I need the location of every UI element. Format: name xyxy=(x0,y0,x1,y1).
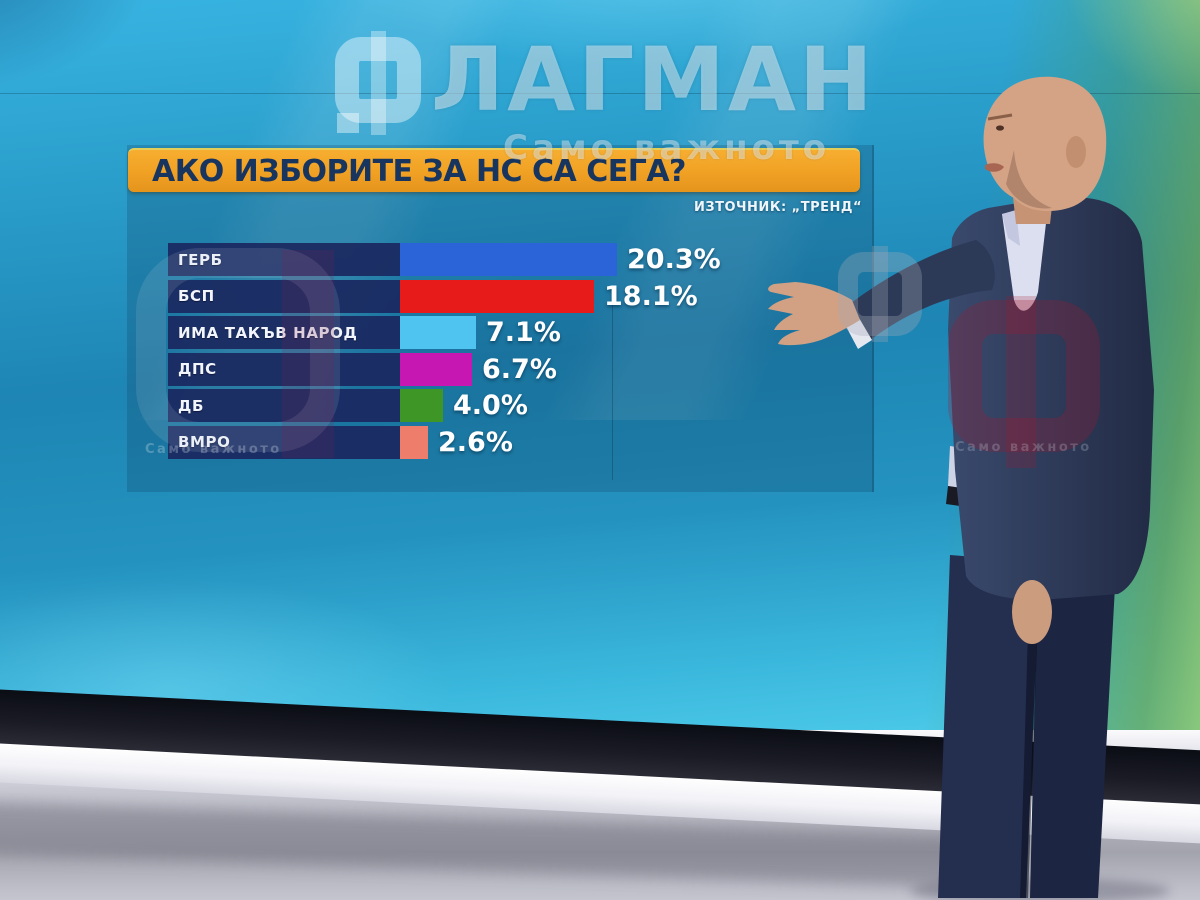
lime-corner-glow xyxy=(940,0,1200,260)
watermark-brand-text: ЛАГМАН xyxy=(431,28,876,131)
page-title: АКО ИЗБОРИТЕ ЗА НС СА СЕГА? xyxy=(152,153,686,189)
source-caption: ИЗТОЧНИК: „ТРЕНД“ xyxy=(694,200,862,215)
chart-row: ИМА ТАКЪВ НАРОД 7.1% xyxy=(168,316,721,349)
presenter-floor-shadow xyxy=(910,878,1170,900)
watermark-tile-gray-stem xyxy=(872,246,888,342)
party-bar xyxy=(400,279,594,313)
watermark-tile-left-stem xyxy=(282,250,334,458)
party-bar xyxy=(400,389,443,422)
watermark-tile-right-stem xyxy=(1006,296,1036,468)
watermark-tagline-small-left: Само важното xyxy=(145,442,282,457)
party-bar xyxy=(400,352,472,386)
watermark-tagline-small-right: Само важното xyxy=(955,440,1092,455)
chart-divider-line xyxy=(612,300,613,480)
party-label: ДПС xyxy=(168,352,400,386)
watermark-tagline: Само важното xyxy=(503,128,831,168)
chart-row: ДПС 6.7% xyxy=(168,352,721,386)
watermark-logo: ЛАГМАН xyxy=(335,22,935,137)
party-bar xyxy=(400,425,428,459)
watermark-tile-right-icon xyxy=(948,300,1100,452)
f-logo-icon xyxy=(335,30,421,135)
screen-seam-line xyxy=(0,93,1200,94)
party-bar xyxy=(400,243,617,276)
bar-value: 18.1% xyxy=(604,280,698,312)
title-banner: АКО ИЗБОРИТЕ ЗА НС СА СЕГА? xyxy=(128,148,860,192)
bar-value: 7.1% xyxy=(486,317,561,348)
bar-value: 20.3% xyxy=(627,244,721,275)
bar-value: 2.6% xyxy=(438,426,513,458)
bar-value: 4.0% xyxy=(453,390,528,421)
bar-value: 6.7% xyxy=(482,353,557,385)
watermark-tile-gray-icon xyxy=(838,252,922,336)
party-label: ИМА ТАКЪВ НАРОД xyxy=(168,316,400,349)
party-bar xyxy=(400,316,476,349)
